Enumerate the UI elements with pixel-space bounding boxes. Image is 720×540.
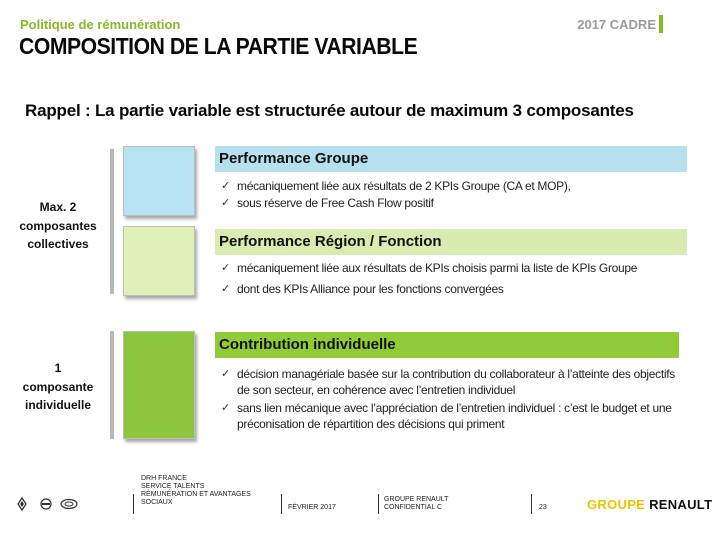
bullet-list-contribution-individuelle: ✓ décision managériale basée sur la contr… — [221, 366, 676, 433]
footer-divider — [531, 494, 532, 514]
bracket-collective — [110, 149, 114, 294]
list-item: ✓ sous réserve de Free Cash Flow positif — [221, 196, 434, 210]
list-item: ✓ sans lien mécanique avec l’appréciation… — [221, 401, 672, 431]
group-label-collective: Max. 2 composantes collectives — [19, 200, 97, 252]
footer-company: GROUPE RENAULT CONFIDENTIAL C — [384, 496, 449, 511]
section-title-performance-region: Performance Région / Fonction — [215, 229, 687, 255]
square-contribution-individuelle — [123, 331, 195, 439]
year-label: 2017 CADRE — [577, 17, 656, 32]
list-item: ✓ décision managériale basée sur la contr… — [221, 367, 675, 397]
bracket-individual — [110, 331, 114, 439]
square-performance-region — [123, 226, 195, 296]
year-accent-bar — [659, 15, 663, 33]
section-title-contribution-individuelle: Contribution individuelle — [215, 332, 679, 358]
groupe-renault-logo: GROUPE RENAULT — [587, 497, 713, 512]
list-item: ✓ mécaniquement liée aux résultats de KPI… — [221, 261, 638, 275]
check-icon: ✓ — [221, 180, 230, 192]
check-icon: ✓ — [221, 262, 230, 274]
check-icon: ✓ — [221, 368, 230, 380]
list-item: ✓ dont des KPIs Alliance pour les fonctio… — [221, 282, 504, 296]
section-kicker: Politique de rémunération — [20, 17, 181, 32]
alliance-logos — [17, 496, 87, 512]
page-title: COMPOSITION DE LA PARTIE VARIABLE — [19, 33, 418, 59]
bullet-list-performance-groupe: ✓ mécaniquement liée aux résultats de 2 K… — [221, 178, 691, 212]
footer-divider — [133, 494, 134, 514]
check-icon: ✓ — [221, 402, 230, 414]
footer-divider — [378, 494, 379, 514]
square-performance-groupe — [123, 146, 195, 216]
page-number: 23 — [539, 504, 547, 511]
bullet-list-performance-region: ✓ mécaniquement liée aux résultats de KPI… — [221, 260, 691, 298]
footer-date: FÉVRIER 2017 — [288, 504, 336, 511]
check-icon: ✓ — [221, 283, 230, 295]
footer-divider — [281, 494, 282, 514]
alliance-logos-icon — [17, 496, 78, 512]
section-title-performance-groupe: Performance Groupe — [215, 146, 687, 172]
check-icon: ✓ — [221, 197, 230, 209]
list-item: ✓ mécaniquement liée aux résultats de 2 K… — [221, 179, 571, 193]
footer-department: DRH FRANCE SERVICE TALENTS RÉMUNÉRATION … — [141, 475, 251, 506]
subtitle: Rappel : La partie variable est structur… — [25, 101, 634, 120]
group-label-individual: 1 composante individuelle — [22, 361, 94, 413]
